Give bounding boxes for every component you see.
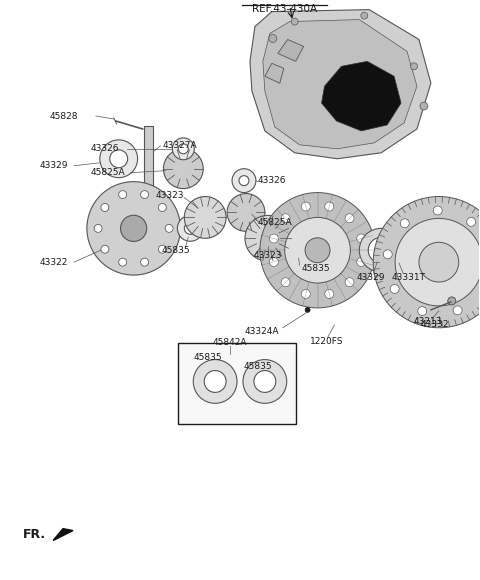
- Text: 43324A: 43324A: [245, 327, 279, 336]
- Circle shape: [243, 360, 287, 403]
- Circle shape: [433, 206, 442, 215]
- Text: 45835: 45835: [243, 362, 272, 371]
- Circle shape: [291, 18, 298, 25]
- Bar: [179, 343, 296, 424]
- Circle shape: [345, 214, 354, 223]
- Text: 45835: 45835: [194, 353, 223, 362]
- Polygon shape: [263, 20, 417, 149]
- Circle shape: [467, 218, 476, 226]
- Polygon shape: [265, 63, 284, 83]
- Circle shape: [269, 258, 278, 266]
- Text: 1220FS: 1220FS: [310, 337, 343, 346]
- Circle shape: [305, 307, 310, 313]
- Text: 45835: 45835: [301, 264, 330, 273]
- Circle shape: [390, 285, 399, 293]
- Circle shape: [165, 224, 173, 233]
- Circle shape: [291, 242, 307, 258]
- Text: 45828: 45828: [49, 111, 78, 121]
- Circle shape: [357, 258, 366, 266]
- Circle shape: [227, 194, 265, 231]
- Circle shape: [204, 371, 226, 393]
- Circle shape: [360, 229, 403, 272]
- Circle shape: [254, 371, 276, 393]
- Circle shape: [384, 235, 414, 265]
- Text: 45825A: 45825A: [91, 168, 125, 177]
- Circle shape: [285, 218, 350, 283]
- Circle shape: [87, 182, 180, 275]
- Circle shape: [239, 176, 249, 186]
- Circle shape: [179, 144, 188, 154]
- Circle shape: [232, 169, 256, 193]
- Circle shape: [100, 140, 138, 177]
- Circle shape: [325, 289, 334, 298]
- Text: 43326: 43326: [258, 176, 287, 185]
- Circle shape: [164, 149, 203, 188]
- Circle shape: [301, 202, 310, 211]
- Circle shape: [368, 237, 394, 263]
- Circle shape: [158, 204, 167, 212]
- Polygon shape: [322, 61, 401, 131]
- Circle shape: [383, 250, 392, 259]
- Circle shape: [281, 214, 290, 223]
- Circle shape: [172, 138, 194, 160]
- Text: 43326: 43326: [91, 144, 120, 153]
- Circle shape: [400, 219, 409, 228]
- Circle shape: [325, 202, 334, 211]
- Circle shape: [282, 233, 315, 267]
- Circle shape: [453, 306, 462, 315]
- Circle shape: [448, 297, 456, 305]
- Circle shape: [419, 242, 459, 282]
- Text: 43213: 43213: [414, 317, 443, 327]
- Circle shape: [281, 278, 290, 287]
- Circle shape: [184, 197, 226, 238]
- Circle shape: [373, 197, 480, 328]
- Circle shape: [178, 215, 203, 241]
- Circle shape: [119, 258, 127, 266]
- Polygon shape: [278, 39, 304, 61]
- Circle shape: [410, 63, 418, 70]
- Text: FR.: FR.: [23, 528, 47, 541]
- Text: 45825A: 45825A: [258, 218, 292, 227]
- Circle shape: [184, 222, 196, 234]
- Circle shape: [141, 191, 149, 198]
- Circle shape: [101, 245, 109, 253]
- Circle shape: [119, 191, 127, 198]
- Circle shape: [141, 258, 149, 266]
- Circle shape: [269, 234, 278, 243]
- Polygon shape: [144, 126, 153, 193]
- Circle shape: [420, 102, 428, 110]
- Circle shape: [94, 224, 102, 233]
- Circle shape: [301, 289, 310, 298]
- Text: 43323: 43323: [253, 251, 282, 260]
- Text: 43329: 43329: [39, 161, 68, 170]
- Circle shape: [245, 215, 291, 261]
- Circle shape: [395, 219, 480, 306]
- Circle shape: [269, 34, 277, 42]
- Text: 43332: 43332: [421, 320, 449, 329]
- Text: 43327A: 43327A: [162, 142, 197, 150]
- Text: 43322: 43322: [39, 258, 68, 267]
- Circle shape: [193, 360, 237, 403]
- Polygon shape: [250, 10, 431, 159]
- Circle shape: [110, 150, 128, 168]
- Circle shape: [120, 215, 147, 241]
- Circle shape: [418, 307, 427, 316]
- Polygon shape: [53, 528, 73, 541]
- Circle shape: [345, 278, 354, 287]
- Circle shape: [357, 234, 366, 243]
- Circle shape: [391, 242, 407, 258]
- Circle shape: [361, 12, 368, 19]
- Text: 43331T: 43331T: [391, 273, 425, 281]
- Text: REF.43-430A: REF.43-430A: [252, 3, 317, 14]
- Circle shape: [101, 204, 109, 212]
- Text: 43323: 43323: [156, 191, 184, 200]
- Text: 45842A: 45842A: [213, 338, 247, 347]
- Text: 43329: 43329: [356, 273, 385, 281]
- Text: 45835: 45835: [161, 246, 190, 255]
- Circle shape: [158, 245, 167, 253]
- Circle shape: [305, 238, 330, 263]
- Circle shape: [260, 193, 375, 308]
